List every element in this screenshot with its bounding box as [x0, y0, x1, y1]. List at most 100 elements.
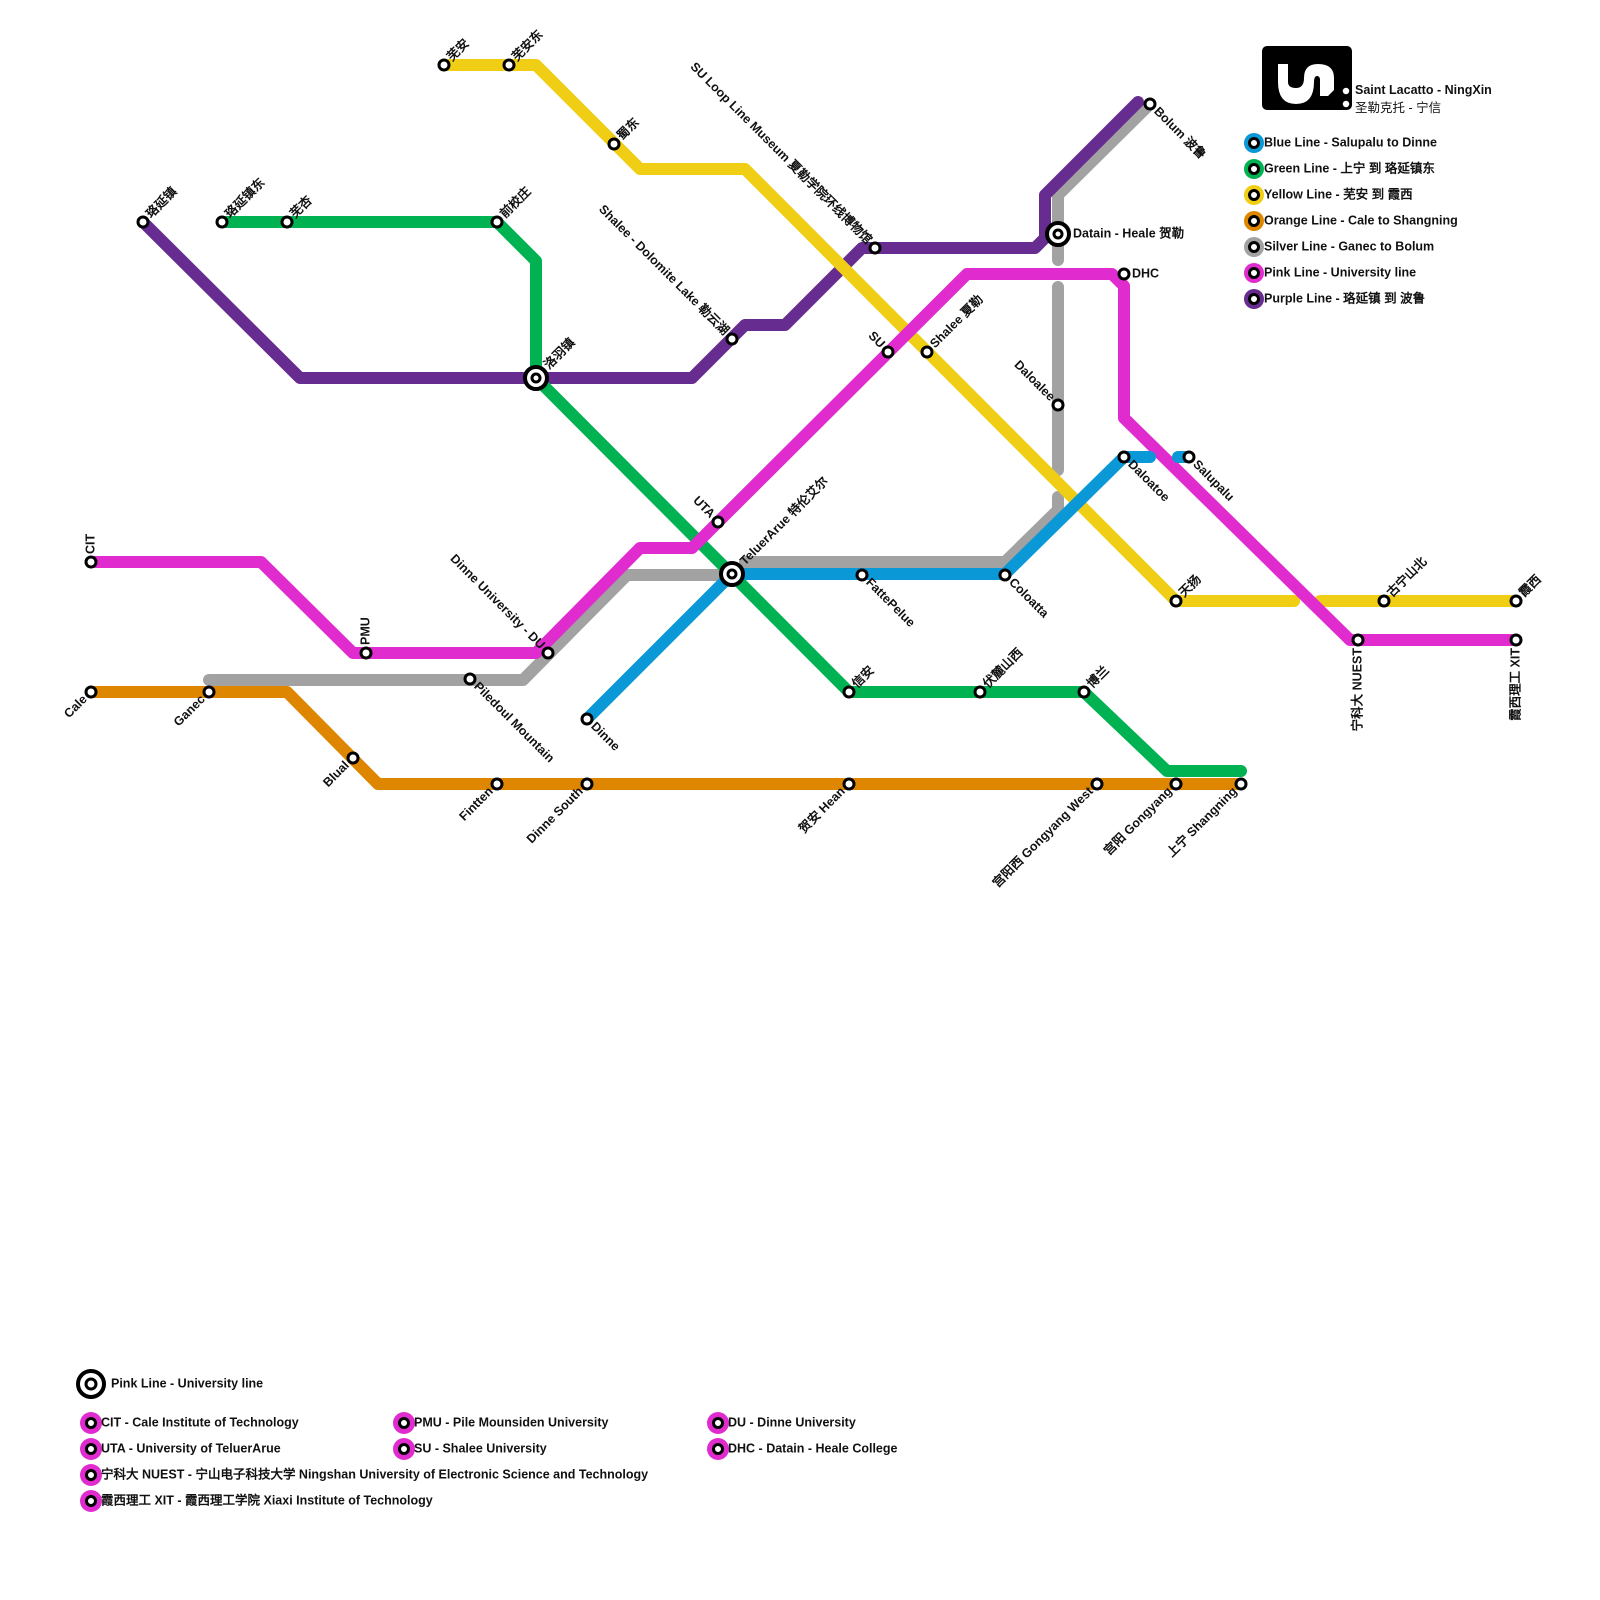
legend-label: Pink Line - University line	[1264, 265, 1416, 279]
station[interactable]: 珞延镇	[136, 183, 180, 229]
station-icon	[1051, 398, 1065, 412]
station-icon	[1234, 777, 1248, 791]
station-icon	[1351, 633, 1365, 647]
station-icon	[1509, 633, 1523, 647]
station-icon	[437, 58, 451, 72]
station-label: 珞延镇	[143, 183, 180, 220]
interchange-station-inner	[530, 372, 542, 384]
station-icon	[463, 672, 477, 686]
legend-label: Pink Line - University line	[111, 1376, 263, 1390]
station-icon	[490, 215, 504, 229]
station[interactable]: 霞西理工 XIT	[1508, 633, 1523, 721]
station-label: 珞延镇东	[222, 174, 268, 220]
station[interactable]: 蜀东	[607, 114, 642, 151]
station-icon	[136, 215, 150, 229]
station-label: Daloalee	[1012, 358, 1058, 404]
station[interactable]: Coloatta	[998, 568, 1052, 621]
station-label: 宫阳西 Gongyang West	[989, 783, 1096, 890]
station[interactable]: 前校庄	[490, 183, 534, 229]
station[interactable]: Blual	[320, 751, 360, 790]
station-icon	[712, 1443, 724, 1455]
station[interactable]: DHC	[1117, 266, 1159, 281]
station-icon	[712, 1417, 724, 1429]
station[interactable]: SU Loop Line Museum 夏勒学院环线博物馆	[688, 59, 882, 255]
station-icon	[1169, 594, 1183, 608]
station[interactable]: 宁科大 NUEST	[1349, 633, 1365, 732]
orange-line-segment	[85, 686, 1247, 790]
station-label: CIT	[83, 534, 97, 555]
legend-item-silver: Silver Line - Ganec to Bolum	[1244, 237, 1434, 257]
station[interactable]: 霞西	[1509, 572, 1544, 608]
station-icon	[85, 1495, 97, 1507]
station-label: Dinne South	[524, 784, 586, 846]
legend-item-pink: Pink Line - University line	[1244, 263, 1416, 283]
station[interactable]: Piledoul Mountain	[463, 672, 557, 765]
station-label: Blual	[320, 758, 352, 790]
station-icon	[1377, 594, 1391, 608]
station-label: 霞西理工 XIT	[1508, 648, 1522, 721]
station-icon	[725, 332, 739, 346]
station[interactable]: Dinne University - DU	[448, 552, 555, 660]
station-icon	[1143, 97, 1157, 111]
station-icon	[607, 137, 621, 151]
legend-label: Silver Line - Ganec to Bolum	[1264, 239, 1434, 253]
interchange-station-inner	[726, 568, 738, 580]
brand-name-zh: 圣勒克托 - 宁信	[1355, 101, 1442, 115]
station-icon	[1248, 215, 1260, 227]
legend-label: SU - Shalee University	[414, 1441, 547, 1455]
station-icon	[490, 777, 504, 791]
legend-label: Yellow Line - 芜安 到 霞西	[1264, 186, 1413, 201]
station-label: 前校庄	[497, 183, 534, 220]
station-icon	[1248, 137, 1260, 149]
legend-label: CIT - Cale Institute of Technology	[101, 1415, 299, 1429]
station-label: Dinne	[588, 719, 622, 753]
station-label: 宁科大 NUEST	[1349, 648, 1364, 732]
university-legend-item: DHC - Datain - Heale College	[707, 1438, 898, 1460]
station[interactable]: Datain - Heale 贺勒	[1045, 221, 1184, 247]
university-legend-item: DU - Dinne University	[707, 1412, 856, 1434]
station-icon	[1077, 685, 1091, 699]
station[interactable]: UTA	[690, 493, 725, 529]
station-label: DHC	[1132, 266, 1159, 280]
legend-label: Green Line - 上宁 到 珞延镇东	[1264, 160, 1435, 175]
station-icon	[920, 345, 934, 359]
station-icon	[85, 1417, 97, 1429]
station-icon	[1169, 777, 1183, 791]
station[interactable]: Dinne	[580, 712, 623, 754]
station-icon	[84, 685, 98, 699]
station-icon	[855, 568, 869, 582]
station[interactable]: Shalee - Dolomite Lake 勒云湖	[596, 201, 739, 346]
station-label: Bolum 波鲁	[1151, 104, 1209, 162]
station-icon	[881, 345, 895, 359]
station-icon	[1509, 594, 1523, 608]
station[interactable]: 上宁 Shangning	[1163, 777, 1248, 860]
legend-label: PMU - Pile Mounsiden University	[414, 1415, 609, 1429]
legend-label: Blue Line - Salupalu to Dinne	[1264, 135, 1437, 149]
station[interactable]: Bolum 波鲁	[1143, 97, 1209, 162]
station[interactable]: CIT	[83, 534, 98, 569]
legend-item-orange: Orange Line - Cale to Shangning	[1244, 211, 1458, 231]
university-legend-item: SU - Shalee University	[393, 1438, 547, 1460]
station[interactable]: SU	[866, 329, 895, 359]
station-label: Dinne University - DU	[448, 552, 548, 652]
station-label: 博兰	[1084, 662, 1113, 691]
station-label: Shalee - Dolomite Lake 勒云湖	[596, 201, 732, 337]
station-icon	[973, 685, 987, 699]
station-icon	[1248, 241, 1260, 253]
station[interactable]: 宫阳西 Gongyang West	[989, 777, 1104, 890]
station-label: 上宁 Shangning	[1163, 784, 1239, 860]
yellow-line-segment	[438, 59, 1300, 607]
station-label: 洛羽镇	[540, 334, 577, 371]
station-label: 古宁山北	[1384, 553, 1430, 599]
metro-logo-icon	[1262, 46, 1352, 110]
station-icon	[580, 777, 594, 791]
station-icon	[1117, 450, 1131, 464]
station-icon	[868, 241, 882, 255]
station[interactable]: PMU	[358, 617, 373, 660]
station[interactable]: 博兰	[1077, 662, 1113, 699]
silver-line-segment	[203, 569, 726, 686]
legend-label: UTA - University of TeluerArue	[101, 1441, 281, 1455]
station-label: 宫阳 Gongyang	[1100, 784, 1174, 858]
station-icon	[398, 1443, 410, 1455]
station[interactable]: Cale	[61, 685, 98, 721]
